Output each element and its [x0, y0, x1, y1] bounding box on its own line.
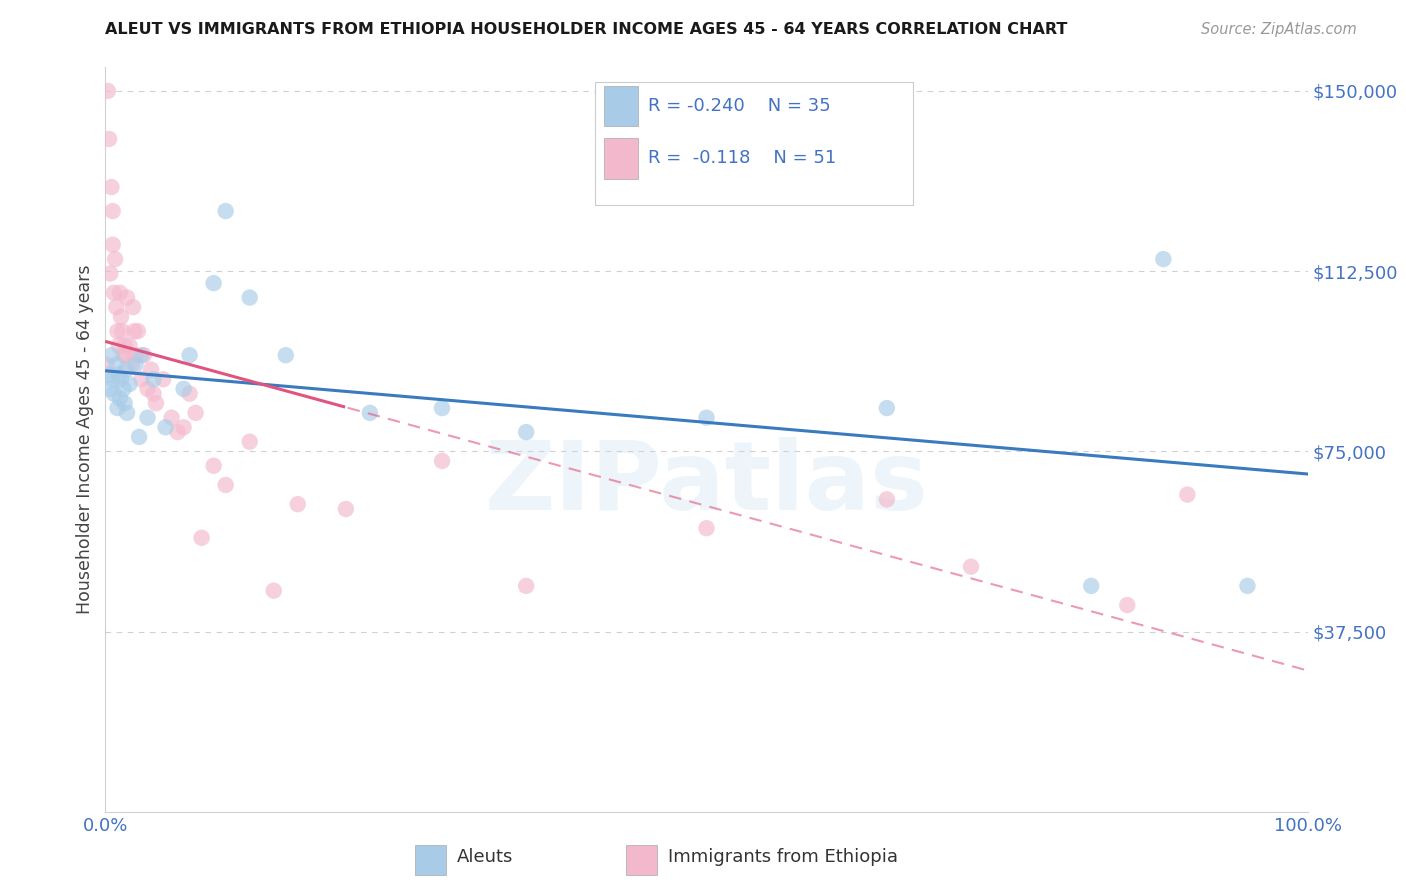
Point	[214, 204, 236, 219]
Point	[107, 324, 129, 338]
Point	[107, 338, 129, 352]
Point	[173, 382, 195, 396]
Point	[98, 368, 121, 382]
Text: ZIPatlas: ZIPatlas	[485, 437, 928, 531]
Point	[696, 521, 718, 535]
Point	[152, 372, 174, 386]
Point	[142, 372, 165, 386]
Point	[118, 338, 141, 352]
Point	[139, 362, 162, 376]
Point	[131, 372, 153, 386]
Point	[104, 252, 127, 266]
Point	[142, 386, 165, 401]
Point	[98, 132, 121, 146]
Point	[430, 454, 453, 468]
Point	[127, 324, 149, 338]
Point	[114, 396, 136, 410]
Point	[112, 382, 135, 396]
Point	[96, 358, 118, 372]
Point	[122, 300, 145, 314]
Point	[115, 362, 138, 376]
Bar	[626, 846, 657, 875]
Point	[115, 348, 138, 362]
Bar	[595, 82, 914, 204]
Point	[190, 531, 212, 545]
Point	[98, 382, 121, 396]
Point	[287, 497, 309, 511]
Point	[136, 382, 159, 396]
Point	[103, 285, 125, 300]
Point	[118, 377, 141, 392]
Text: Immigrants from Ethiopia: Immigrants from Ethiopia	[668, 848, 898, 866]
Point	[335, 502, 357, 516]
Point	[179, 348, 201, 362]
Point	[124, 358, 146, 372]
Point	[101, 372, 124, 386]
Point	[97, 84, 120, 98]
Point	[128, 430, 150, 444]
Point	[107, 368, 129, 382]
Point	[263, 583, 285, 598]
Point	[1175, 487, 1198, 501]
Point	[115, 291, 138, 305]
Point	[124, 324, 146, 338]
Point	[155, 420, 177, 434]
Point	[1236, 579, 1258, 593]
Point	[202, 458, 225, 473]
Bar	[605, 137, 638, 178]
Point	[100, 180, 122, 194]
Point	[202, 276, 225, 290]
Point	[274, 348, 297, 362]
Point	[359, 406, 381, 420]
Bar	[415, 846, 446, 875]
Point	[173, 420, 195, 434]
Point	[876, 492, 898, 507]
Bar	[605, 86, 638, 127]
Point	[98, 267, 121, 281]
Y-axis label: Householder Income Ages 45 - 64 years: Householder Income Ages 45 - 64 years	[76, 265, 94, 614]
Text: R = -0.240    N = 35: R = -0.240 N = 35	[648, 97, 831, 115]
Point	[108, 285, 131, 300]
Text: Source: ZipAtlas.com: Source: ZipAtlas.com	[1201, 22, 1357, 37]
Point	[1152, 252, 1174, 266]
Point	[239, 434, 262, 449]
Point	[115, 406, 138, 420]
Point	[110, 372, 132, 386]
Point	[696, 410, 718, 425]
Point	[112, 348, 135, 362]
Point	[124, 348, 146, 362]
Point	[515, 425, 537, 439]
Point	[184, 406, 207, 420]
Point	[239, 291, 262, 305]
Text: R =  -0.118    N = 51: R = -0.118 N = 51	[648, 149, 835, 167]
Point	[430, 401, 453, 415]
Point	[876, 401, 898, 415]
Point	[105, 358, 128, 372]
Point	[131, 348, 153, 362]
Point	[960, 559, 983, 574]
Text: ALEUT VS IMMIGRANTS FROM ETHIOPIA HOUSEHOLDER INCOME AGES 45 - 64 YEARS CORRELAT: ALEUT VS IMMIGRANTS FROM ETHIOPIA HOUSEH…	[105, 22, 1067, 37]
Point	[132, 348, 155, 362]
Point	[214, 478, 236, 492]
Point	[111, 324, 134, 338]
Point	[110, 310, 132, 324]
Point	[101, 237, 124, 252]
Point	[114, 338, 136, 352]
Point	[108, 392, 131, 406]
Point	[105, 300, 128, 314]
Point	[179, 386, 201, 401]
Point	[1116, 598, 1139, 612]
Point	[145, 396, 167, 410]
Point	[515, 579, 537, 593]
Point	[107, 401, 129, 415]
Point	[103, 386, 125, 401]
Point	[100, 348, 122, 362]
Point	[1080, 579, 1102, 593]
Point	[101, 204, 124, 219]
Point	[121, 358, 143, 372]
Point	[166, 425, 188, 439]
Point	[160, 410, 183, 425]
Point	[136, 410, 159, 425]
Text: Aleuts: Aleuts	[457, 848, 513, 866]
